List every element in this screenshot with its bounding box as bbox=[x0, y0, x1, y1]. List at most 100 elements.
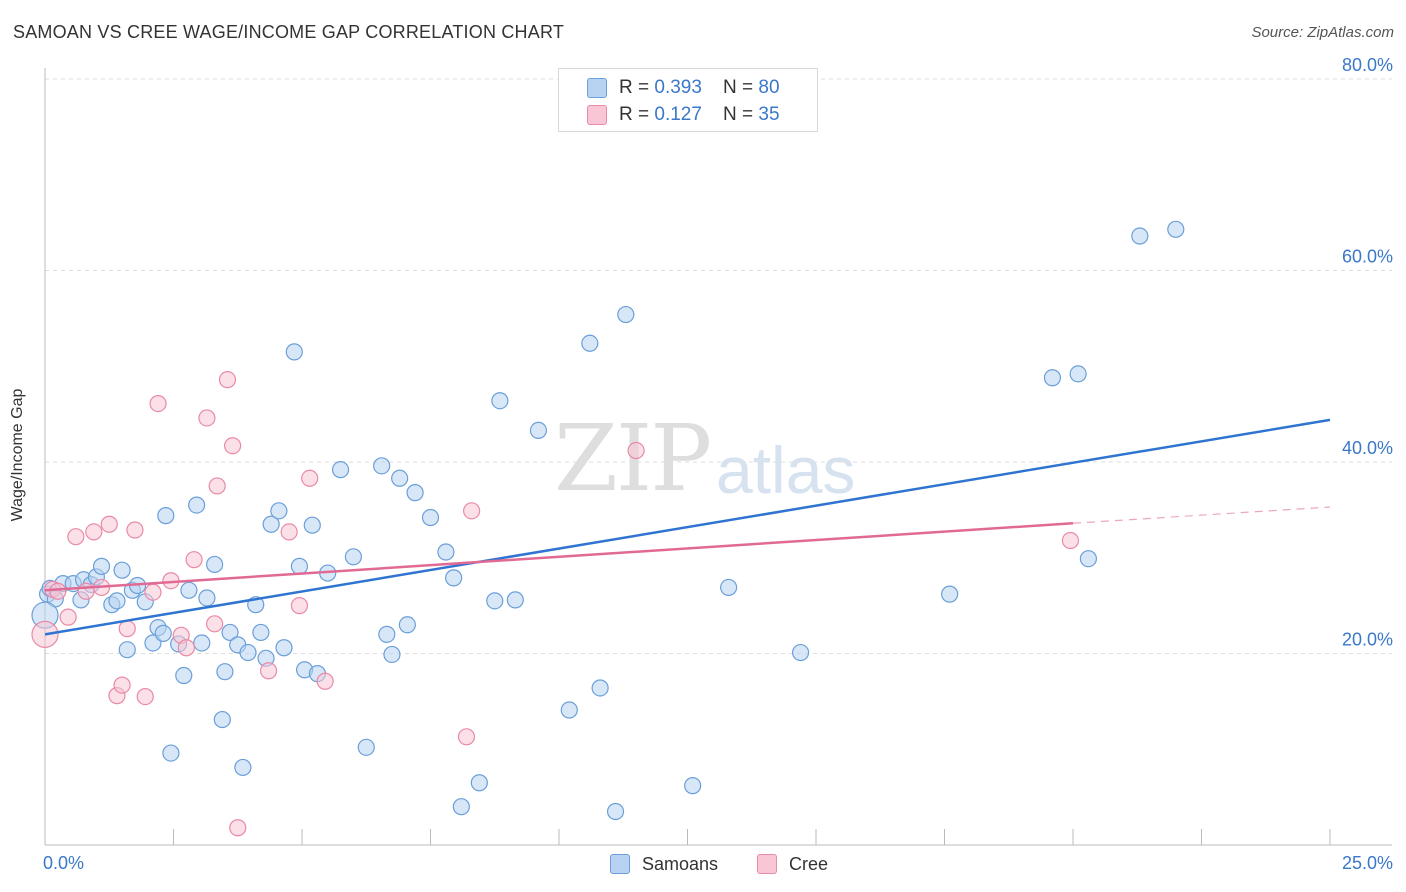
x-tick-label-max: 25.0% bbox=[1342, 853, 1393, 873]
cree-point bbox=[185, 551, 203, 569]
cree-n-value: 35 bbox=[758, 104, 780, 125]
samoans-point bbox=[108, 592, 126, 610]
samoans-point bbox=[383, 645, 401, 664]
samoans-r-label: R = bbox=[619, 77, 655, 98]
samoans-point bbox=[118, 641, 136, 659]
samoans-point bbox=[617, 305, 635, 324]
samoans-point bbox=[791, 643, 810, 662]
samoans-n-label: N = bbox=[723, 77, 759, 98]
samoans-point bbox=[262, 515, 280, 533]
samoans-point bbox=[357, 738, 375, 756]
samoans-point bbox=[344, 548, 362, 566]
samoans-point bbox=[581, 334, 599, 352]
samoans-point bbox=[92, 557, 111, 575]
samoans-point bbox=[162, 744, 180, 762]
samoans-point bbox=[113, 561, 131, 579]
cree-point bbox=[136, 687, 154, 706]
samoans-point bbox=[1043, 369, 1062, 387]
y-axis-title: Wage/Income Gap bbox=[9, 388, 26, 522]
samoans-point bbox=[290, 557, 309, 575]
samoans-point bbox=[331, 461, 350, 479]
cree-point bbox=[208, 477, 226, 495]
samoans-point bbox=[216, 663, 234, 681]
cree-point bbox=[627, 441, 645, 460]
cree-point bbox=[224, 437, 242, 455]
samoans-point bbox=[275, 639, 293, 657]
samoans-point bbox=[720, 578, 738, 597]
bottom-cree-swatch bbox=[757, 854, 777, 874]
cree-point bbox=[118, 620, 136, 638]
samoans-point bbox=[486, 592, 504, 610]
samoans-point bbox=[1069, 365, 1087, 383]
samoans-point bbox=[213, 710, 231, 729]
samoans-point bbox=[180, 581, 198, 599]
y-tick-label: 40.0% bbox=[1342, 438, 1393, 458]
samoans-point bbox=[373, 457, 391, 475]
cree-point bbox=[1061, 531, 1080, 550]
samoans-point bbox=[391, 469, 409, 487]
samoans-point bbox=[378, 625, 396, 643]
watermark-atlas: atlas bbox=[716, 433, 856, 507]
cree-point bbox=[49, 582, 67, 600]
samoans-point bbox=[1079, 550, 1098, 568]
samoans-point bbox=[1131, 227, 1149, 245]
source-label: Source: ZipAtlas.com bbox=[1251, 24, 1394, 41]
samoans-point bbox=[406, 484, 424, 502]
samoans-point bbox=[252, 623, 270, 642]
cree-point bbox=[149, 394, 167, 413]
stats-legend: R = 0.393 N = 80 R = 0.127 N = 35 bbox=[558, 68, 818, 132]
cree-point bbox=[126, 521, 144, 539]
cree-point bbox=[77, 582, 95, 600]
cree-trendline bbox=[44, 522, 1074, 592]
samoans-point bbox=[421, 508, 440, 527]
samoans-point bbox=[206, 555, 224, 574]
samoans-point bbox=[303, 516, 321, 534]
bottom-samoans-swatch bbox=[610, 854, 630, 874]
bottom-samoans-label: Samoans bbox=[642, 853, 719, 874]
x-tick-label-min: 0.0% bbox=[43, 853, 84, 873]
cree-point bbox=[259, 662, 278, 680]
cree-point bbox=[229, 819, 247, 837]
samoans-n-value: 80 bbox=[758, 77, 780, 98]
cree-point bbox=[198, 409, 216, 427]
bottom-legend-cree: Cree bbox=[757, 852, 828, 876]
cree-point bbox=[67, 528, 85, 546]
samoans-r-value: 0.393 bbox=[654, 77, 702, 98]
samoans-point bbox=[270, 502, 288, 520]
samoans-point bbox=[234, 758, 252, 777]
cree-r-value: 0.127 bbox=[654, 104, 702, 125]
cree-point bbox=[144, 583, 162, 601]
samoans-point bbox=[445, 569, 463, 587]
legend-text-cree: R = 0.127 N = 35 bbox=[619, 104, 780, 126]
y-tick-label: 60.0% bbox=[1342, 247, 1393, 267]
samoans-point bbox=[491, 392, 509, 410]
cree-n-label: N = bbox=[723, 104, 759, 125]
cree-point bbox=[206, 615, 224, 633]
y-tick-label: 80.0% bbox=[1342, 55, 1393, 75]
samoans-point bbox=[452, 798, 470, 816]
samoans-point bbox=[529, 421, 548, 440]
cree-point bbox=[301, 469, 319, 487]
y-tick-label: 20.0% bbox=[1342, 630, 1393, 650]
samoans-trendline bbox=[44, 418, 1331, 636]
cree-trendline-extension bbox=[1072, 506, 1331, 524]
cree-point bbox=[280, 523, 298, 541]
samoans-point bbox=[157, 507, 175, 525]
samoans-point bbox=[941, 585, 959, 603]
cree-point bbox=[316, 672, 334, 690]
samoans-point bbox=[154, 624, 172, 642]
cree-point bbox=[100, 515, 118, 533]
legend-text-samoans: R = 0.393 N = 80 bbox=[619, 77, 780, 99]
cree-point bbox=[177, 639, 195, 657]
samoans-point bbox=[684, 777, 702, 795]
cree-point bbox=[290, 597, 309, 615]
samoans-point bbox=[470, 774, 488, 792]
samoans-point bbox=[398, 616, 416, 634]
cree-swatch bbox=[587, 105, 607, 125]
samoans-point bbox=[198, 589, 216, 607]
samoans-point bbox=[285, 343, 303, 361]
bottom-cree-label: Cree bbox=[789, 853, 829, 874]
cree-point bbox=[463, 502, 481, 520]
samoans-point bbox=[591, 679, 609, 697]
